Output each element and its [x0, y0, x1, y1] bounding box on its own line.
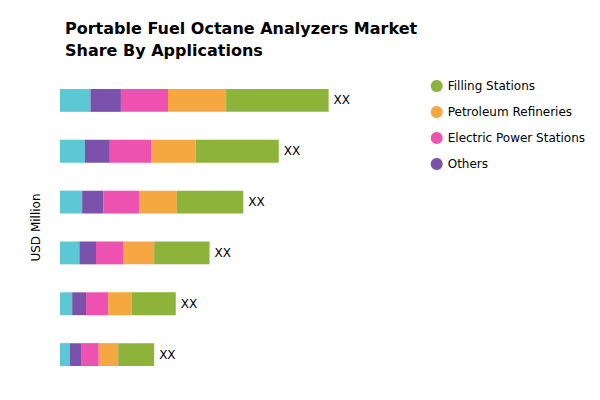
svg-text:Portable Fuel Octane Analyzers: Portable Fuel Octane Analyzers Market	[65, 19, 417, 38]
svg-text:Others: Others	[448, 157, 488, 171]
svg-text:Electric Power Stations: Electric Power Stations	[448, 131, 585, 145]
svg-text:XX: XX	[181, 297, 197, 311]
svg-text:Share By Applications: Share By Applications	[65, 41, 263, 60]
svg-text:XX: XX	[159, 348, 175, 362]
svg-text:Filling Stations: Filling Stations	[448, 79, 535, 93]
svg-text:USD Million: USD Million	[29, 193, 43, 261]
svg-text:XX: XX	[284, 144, 300, 158]
svg-text:Petroleum Refineries: Petroleum Refineries	[448, 105, 572, 119]
svg-text:XX: XX	[215, 246, 231, 260]
svg-text:XX: XX	[334, 93, 350, 107]
svg-text:XX: XX	[248, 195, 264, 209]
